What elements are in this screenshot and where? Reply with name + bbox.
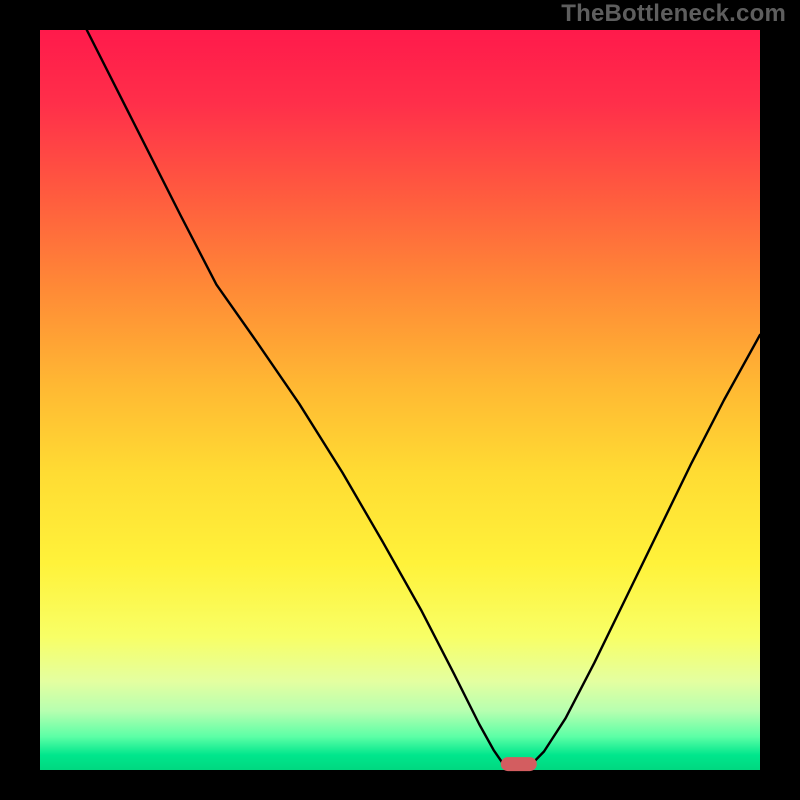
bottleneck-chart <box>0 0 800 800</box>
optimal-marker <box>501 757 537 771</box>
plot-background <box>40 30 760 770</box>
watermark-text: TheBottleneck.com <box>561 0 786 28</box>
chart-frame: TheBottleneck.com <box>0 0 800 800</box>
